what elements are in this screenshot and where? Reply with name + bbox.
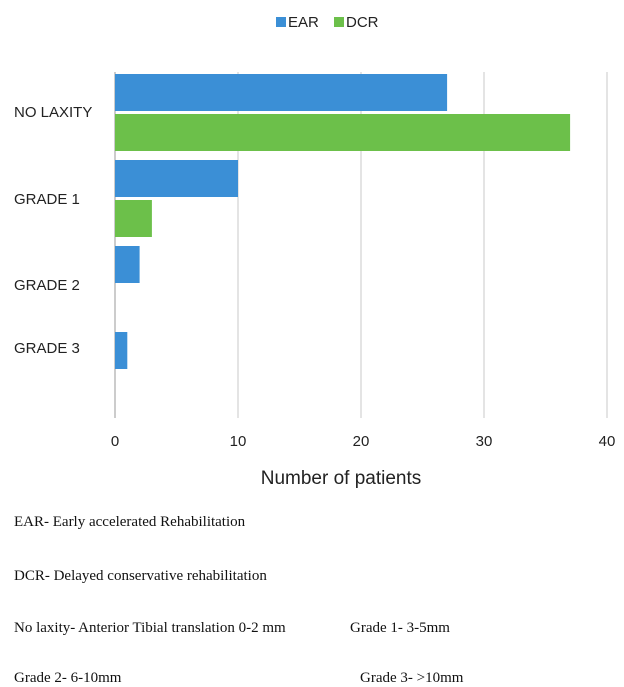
note-grade2-text: Grade 2- 6-10mm [14, 670, 121, 687]
x-axis-label: Number of patients [261, 468, 422, 489]
note-grade1-text: Grade 1- 3-5mm [350, 620, 450, 637]
category-label: NO LAXITY [14, 104, 92, 121]
note-no-laxity-text: No laxity- Anterior Tibial translation 0… [14, 620, 286, 637]
bar-dcr [115, 114, 570, 151]
note-grade3-text: Grade 3- >10mm [360, 670, 463, 687]
bar-chart: 0 10 20 30 40 Number of patients NO LAXITY GRAD… [0, 0, 624, 500]
category-label: GRADE 2 [14, 277, 80, 294]
bar-ear [115, 160, 238, 197]
bar-dcr [115, 200, 152, 237]
bar-ear [115, 246, 140, 283]
category-label: GRADE 1 [14, 191, 80, 208]
legend-swatch-ear [276, 17, 286, 27]
legend-label-dcr: DCR [346, 14, 379, 31]
bar-ear [115, 74, 447, 111]
x-tick-label: 20 [353, 433, 370, 450]
legend-label-ear: EAR [288, 14, 319, 31]
category-label: GRADE 3 [14, 340, 80, 357]
note-dcr-text: DCR- Delayed conservative rehabilitation [14, 568, 267, 585]
x-tick-label: 0 [111, 433, 119, 450]
bar-ear [115, 332, 127, 369]
legend-swatch-dcr [334, 17, 344, 27]
x-tick-label: 10 [230, 433, 247, 450]
note-ear-text: EAR- Early accelerated Rehabilitation [14, 514, 245, 531]
x-tick-label: 30 [476, 433, 493, 450]
x-tick-label: 40 [599, 433, 616, 450]
